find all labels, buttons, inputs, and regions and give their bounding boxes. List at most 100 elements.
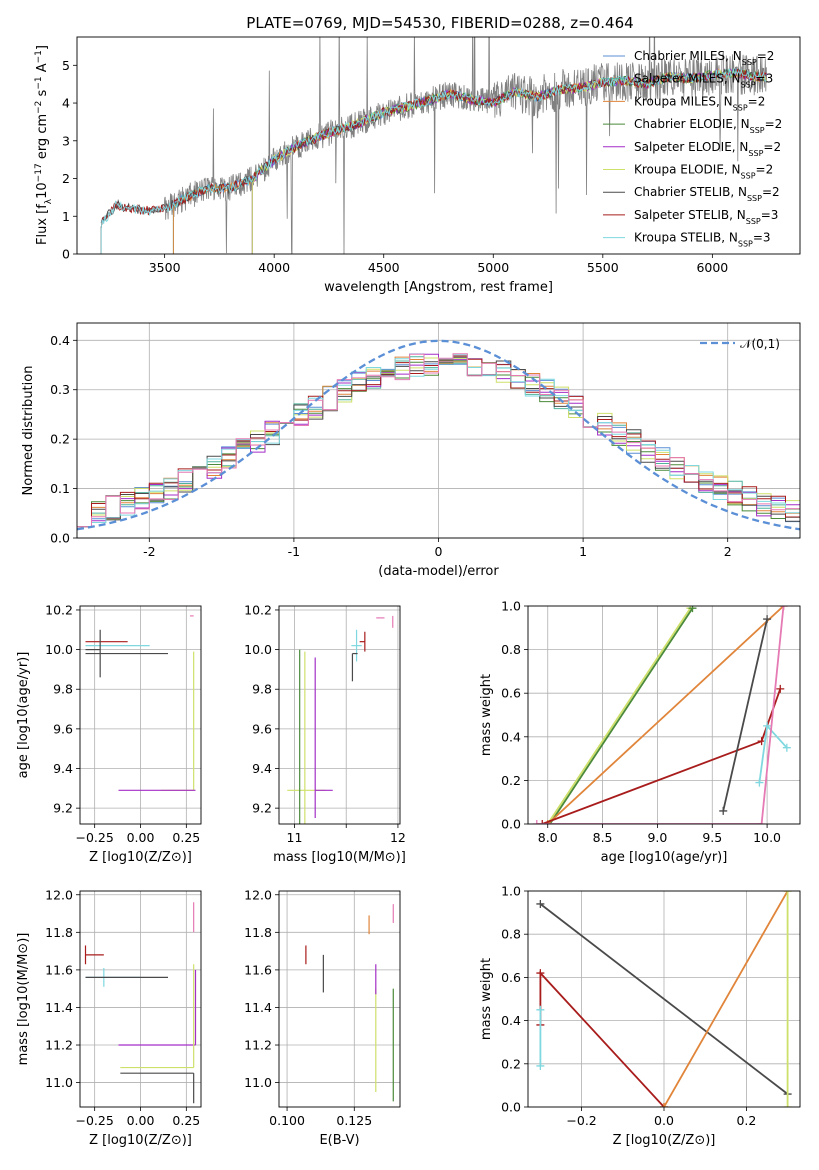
- y-tick-label: 9.8: [252, 682, 272, 697]
- x-tick-label: 0.25: [172, 1113, 200, 1128]
- y-tick-label: 0.6: [501, 970, 521, 985]
- plot-area-weight_vs_age: [532, 606, 791, 824]
- series-marker: [779, 606, 788, 610]
- y-axis-label: mass [log10(M/M⊙)]: [16, 933, 31, 1066]
- x-tick-label: 1: [579, 544, 587, 559]
- series-marker: [536, 899, 545, 908]
- series-marker: [782, 743, 791, 752]
- y-tick-label: 0.0: [501, 817, 521, 832]
- x-tick-label: 0.25: [172, 830, 200, 845]
- axes-frame: [278, 605, 401, 825]
- x-tick-label: 0.100: [269, 1113, 305, 1128]
- y-tick-label: 11.6: [244, 962, 272, 977]
- y-tick-label: 1.0: [501, 599, 521, 614]
- y-tick-label: 9.4: [53, 761, 73, 776]
- y-tick-label: 12.0: [45, 887, 73, 902]
- y-axis-label: mass weight: [479, 674, 494, 756]
- series-marker: [763, 615, 772, 624]
- x-tick-label: 4000: [258, 260, 290, 275]
- axes-mass_vs_ebv: 0.100 0.125 11.0 11.2 11.4 11.6 11.8 12.0 E(B-V): [244, 887, 401, 1148]
- axes-mass_vs_z: −0.25 0.00 0.25 11.0 11.2 11.4 11.6 11.8 12.0 Z […: [16, 887, 202, 1148]
- y-tick-label: 1.0: [501, 884, 521, 899]
- series-marker: [660, 1103, 668, 1107]
- y-tick-label: 11.8: [244, 925, 272, 940]
- y-tick-label: 11.8: [45, 925, 73, 940]
- y-tick-label: 9.2: [53, 801, 73, 816]
- y-tick-label: 12.0: [244, 887, 272, 902]
- series-line-chabrier_stelib: [539, 903, 789, 1095]
- series-marker: [783, 891, 792, 895]
- series-marker: [536, 1005, 545, 1014]
- y-tick-label: 9.8: [53, 682, 73, 697]
- x-axis-label: age [log10(age/yr)]: [601, 850, 728, 865]
- x-tick-label: -2: [143, 544, 155, 559]
- plot-area-age_vs_z: [85, 615, 196, 791]
- legend-entry: Kroupa STELIB, NSSP=3: [634, 231, 771, 249]
- figure-title: PLATE=0769, MJD=54530, FIBERID=0288, z=0…: [246, 14, 633, 32]
- axes-age_vs_mass: 11 12 9.2 9.4 9.6 9.8 10.0 10.2 mass [log10(M/M⊙…: [244, 602, 406, 865]
- x-tick-label: 5500: [587, 260, 619, 275]
- x-tick-label: 0.125: [336, 1113, 372, 1128]
- y-tick-label: 0.2: [501, 1056, 521, 1071]
- y-tick-label: 5: [62, 58, 70, 73]
- y-tick-label: 11.2: [45, 1038, 73, 1053]
- y-tick-label: 11.2: [244, 1038, 272, 1053]
- y-tick-label: 0: [62, 247, 70, 262]
- plot-area-weight_vs_z: [536, 891, 792, 1107]
- legend-entry: Chabrier ELODIE, NSSP=2: [634, 117, 782, 135]
- series-marker: [688, 606, 697, 613]
- y-axis-label: mass weight: [479, 958, 494, 1040]
- axes-age_vs_z: −0.25 0.00 0.25 9.2 9.4 9.6 9.8 10.0 10.2 Z [log1…: [16, 602, 202, 865]
- series-marker: [532, 820, 541, 824]
- legend-entry: 𝒩(0,1): [740, 337, 780, 351]
- plot-area-residuals: [77, 339, 800, 531]
- axes-frame: [76, 322, 801, 539]
- y-tick-label: 0.8: [501, 927, 521, 942]
- series-marker: [757, 820, 766, 824]
- y-axis-label: Normed distribution: [21, 366, 36, 496]
- axes-frame: [278, 890, 401, 1108]
- x-tick-label: 3500: [149, 260, 181, 275]
- series-line-chabrier_stelib: [722, 618, 768, 812]
- gaussian-curve: [77, 339, 800, 531]
- x-axis-label: Z [log10(Z/Z⊙)]: [89, 1133, 192, 1148]
- x-tick-label: 5000: [477, 260, 509, 275]
- series-line-pink: [536, 606, 785, 824]
- axes-frame: [527, 605, 801, 825]
- y-tick-label: 0.6: [501, 686, 521, 701]
- axes-spectrum: 3500 4000 4500 5000 5500 6000 0 1 2 3 4 5 wavelength…: [34, 36, 801, 295]
- plot-area-mass_vs_z: [84, 902, 197, 1104]
- x-tick-label: 10.0: [753, 830, 781, 845]
- x-tick-label: -1: [288, 544, 300, 559]
- y-tick-label: 3: [62, 133, 70, 148]
- legend-entry: Chabrier MILES, NSSP=2: [634, 49, 774, 67]
- series-line-salpeter_stelib: [541, 688, 782, 824]
- x-tick-label: −0.25: [76, 1113, 114, 1128]
- series-line-kroupa_elodie: [546, 607, 692, 824]
- y-axis-label: age [log10(age/yr)]: [16, 652, 31, 779]
- series-line-kroupa_miles: [547, 606, 785, 824]
- y-tick-label: 11.6: [45, 962, 73, 977]
- plot-area-mass_vs_ebv: [305, 904, 394, 1102]
- x-tick-label: 8.5: [593, 830, 613, 845]
- y-tick-label: 0.0: [50, 531, 70, 546]
- series-line-kroupa_miles: [663, 891, 789, 1107]
- series-line-salpeter_stelib: [539, 970, 665, 1107]
- y-tick-label: 0.4: [501, 729, 521, 744]
- axes-frame: [76, 36, 801, 255]
- y-tick-label: 11.0: [244, 1075, 272, 1090]
- legend-entry: Chabrier STELIB, NSSP=2: [634, 185, 780, 203]
- x-tick-label: 0: [435, 544, 443, 559]
- y-tick-label: 0.1: [50, 481, 70, 496]
- y-tick-label: 10.0: [244, 642, 272, 657]
- x-tick-label: 11: [287, 830, 303, 845]
- x-tick-label: 0.0: [654, 1113, 674, 1128]
- y-tick-label: 0.4: [501, 1013, 521, 1028]
- model-spectrum-kroupa_stelib: [100, 67, 767, 254]
- y-tick-label: 9.2: [252, 801, 272, 816]
- x-tick-label: −0.25: [76, 830, 114, 845]
- y-tick-label: 10.2: [45, 602, 73, 617]
- legend-entry: Kroupa ELODIE, NSSP=2: [634, 163, 773, 181]
- x-tick-label: −0.2: [566, 1113, 596, 1128]
